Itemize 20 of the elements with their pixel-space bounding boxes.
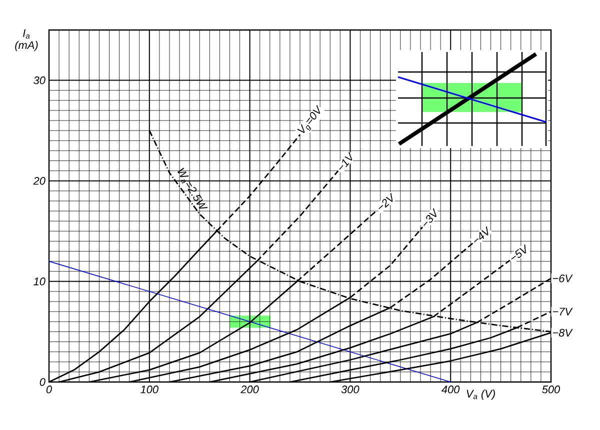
y-tick-label: 30: [34, 76, 46, 84]
text: −3V: [424, 208, 437, 226]
y-tick-label: 20: [33, 176, 46, 185]
text: −5V: [511, 244, 526, 260]
x-tick-label: 500: [542, 386, 560, 394]
x-tick-label: 400: [442, 386, 460, 394]
series-label: −8V: [552, 328, 573, 337]
x-tick-label: 0: [46, 386, 52, 394]
text: −4V: [474, 226, 488, 242]
y-axis-title: I$_{a}$ (mA): [15, 29, 38, 52]
x-tick-label: 200: [240, 386, 259, 394]
y-tick-label: 10: [34, 278, 46, 286]
series-label: −6V: [552, 274, 573, 282]
text: −2V: [378, 192, 393, 210]
series-label: −7V: [552, 308, 573, 316]
y-tick-label: 0: [40, 378, 46, 386]
x-axis-title: V$_{a}$ (V): [466, 390, 495, 400]
x-tick-label: 300: [341, 386, 360, 394]
text: −1V: [339, 152, 352, 170]
x-tick-label: 100: [140, 386, 158, 394]
